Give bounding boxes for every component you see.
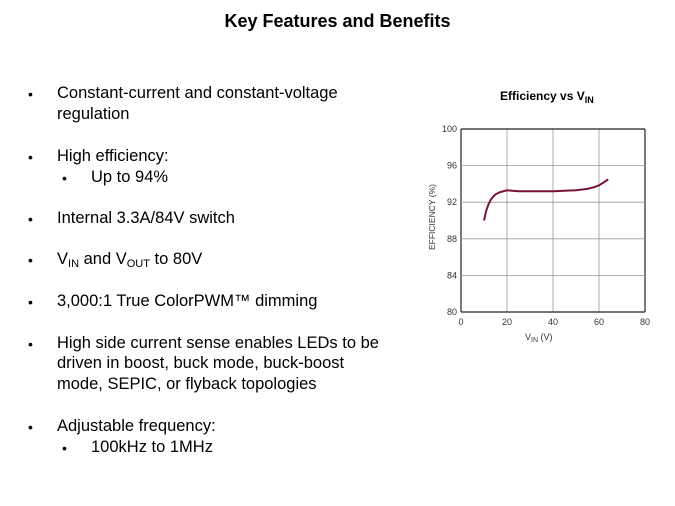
bullet-icon: • — [62, 440, 67, 456]
bullet-icon: • — [28, 211, 33, 227]
bullet-icon: • — [28, 252, 33, 268]
sub-bullet-text: 100kHz to 1MHz — [91, 438, 213, 456]
x-tick-label: 80 — [640, 317, 650, 327]
bullet-text: regulation — [57, 105, 130, 123]
bullet-icon: • — [28, 336, 33, 352]
bullet-icon: • — [28, 149, 33, 165]
subscript: OUT — [126, 258, 150, 270]
text: and V — [79, 250, 127, 268]
y-tick-label: 92 — [447, 197, 457, 207]
bullet-icon: • — [28, 294, 33, 310]
subscript: IN — [68, 258, 80, 270]
bullet-icon: • — [28, 86, 33, 102]
sub-bullet-text: Up to 94% — [91, 168, 169, 186]
bullet-text: High efficiency: — [57, 147, 169, 165]
x-tick-label: 0 — [458, 317, 463, 327]
y-tick-label: 84 — [447, 270, 457, 280]
bullet-text: Adjustable frequency: — [57, 417, 216, 435]
bullet-text: 3,000:1 True ColorPWM™ dimming — [57, 292, 318, 310]
y-tick-label: 100 — [442, 124, 457, 134]
bullet-icon: • — [28, 419, 33, 435]
y-tick-label: 96 — [447, 161, 457, 171]
bullet-text: mode, SEPIC, or flyback topologies — [57, 375, 317, 393]
x-tick-label: 60 — [594, 317, 604, 327]
text: V — [57, 250, 69, 268]
efficiency-series-line — [483, 178, 609, 221]
chart-title: Efficiency vs VIN — [500, 89, 594, 105]
efficiency-chart: Efficiency vs VIN 0 20 40 60 80 80 84 88 92 96 100… — [427, 89, 650, 344]
bullet-text: Constant-current and constant-voltage — [57, 84, 338, 102]
slide-title: Key Features and Benefits — [224, 11, 451, 31]
y-axis-label: EFFICIENCY (%) — [427, 184, 437, 250]
bullet-text: driven in boost, buck mode, buck-boost — [57, 354, 345, 372]
bullet-text: High side current sense enables LEDs to … — [57, 334, 379, 352]
text: to 80V — [149, 250, 203, 268]
bullet-text: Internal 3.3A/84V switch — [57, 209, 235, 227]
bullet-text: VIN and VOUT to 80V — [57, 249, 202, 270]
x-axis-label: VIN (V) — [525, 332, 553, 344]
x-tick-label: 20 — [502, 317, 512, 327]
x-tick-label: 40 — [548, 317, 558, 327]
y-tick-label: 80 — [447, 307, 457, 317]
y-tick-label: 88 — [447, 234, 457, 244]
bullet-icon: • — [62, 170, 67, 186]
